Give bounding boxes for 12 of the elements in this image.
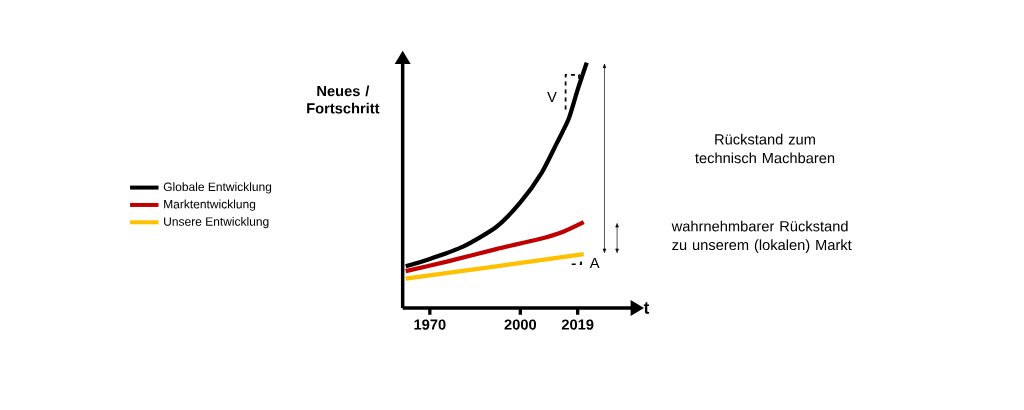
y-axis-title: Neues / Fortschritt (307, 85, 380, 114)
x-tick-label: 1970 (414, 319, 446, 330)
text: wahrnehmbarer Rückstand zu unserem (lokalen) Markt (671, 220, 852, 253)
x-axis-title: t (643, 302, 650, 314)
legend-label: Globale Entwicklung (163, 182, 272, 194)
legend-label: Unsere Entwicklung (164, 216, 269, 229)
x-tick-label: 2000 (504, 319, 537, 330)
annotation: A (589, 257, 600, 268)
annotation: V (547, 92, 557, 103)
x-tick-label: 2019 (561, 319, 594, 330)
text: Rückstand zum technisch Machbaren (695, 133, 835, 164)
legend-label: Marktentwicklung (164, 199, 256, 211)
